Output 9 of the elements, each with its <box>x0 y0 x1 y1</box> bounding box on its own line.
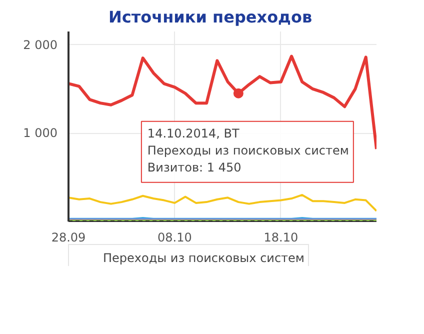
y-tick-label: 1 000 <box>23 126 58 140</box>
x-tick-label: 08.10 <box>158 230 192 244</box>
text: Переходы из поисковых систем <box>103 251 304 265</box>
line-series <box>68 194 376 212</box>
y-tick-label: 2 000 <box>23 38 58 52</box>
x-tick-label: 28.09 <box>51 230 86 244</box>
chart-title: Источники переходов <box>108 8 312 26</box>
annotation: 14.10.2014, ВТ Переходы из поисковых систем Визитов: 1 450 <box>147 126 349 174</box>
x-tick-label: 18.10 <box>264 230 298 244</box>
